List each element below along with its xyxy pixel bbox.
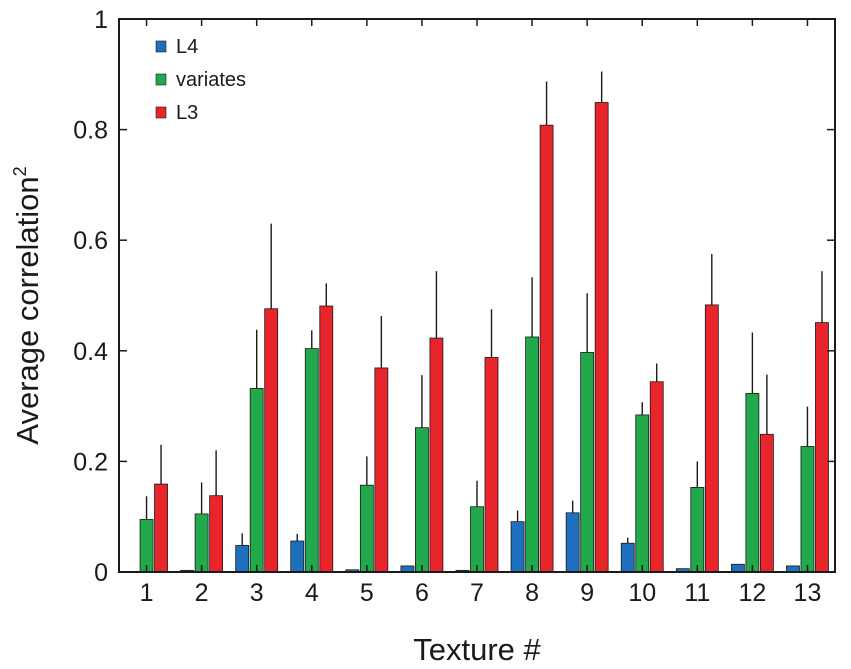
x-tick-label-6: 6 [415, 579, 429, 607]
bar-l3-12 [759, 433, 774, 573]
legend-label-l4: L4 [176, 36, 198, 58]
legend-swatch-variates [155, 73, 167, 86]
y-axis-title-main: Average correlation [10, 176, 45, 444]
bar-l3-1 [154, 483, 168, 573]
bar-variates-4 [304, 348, 319, 573]
legend: L4 variates L3 [155, 36, 246, 124]
x-tick-label-4: 4 [305, 579, 319, 607]
y-tick-label-0.8: 0.8 [73, 117, 108, 145]
bar-l4-9 [565, 512, 580, 573]
bar-l3-7 [484, 357, 499, 573]
bars-layer [125, 102, 829, 573]
bar-l4-4 [290, 540, 305, 573]
x-tick-label-13: 13 [794, 579, 822, 607]
y-tick-label-0.4: 0.4 [73, 338, 108, 366]
x-tick-label-11: 11 [684, 579, 710, 607]
bar-l3-10 [649, 381, 664, 573]
bar-l3-9 [594, 102, 609, 573]
bar-l3-5 [374, 367, 389, 573]
bar-l3-6 [429, 337, 444, 573]
y-axis-title: Average correlation2 [10, 166, 45, 444]
legend-label-variates: variates [176, 69, 246, 91]
ticks-layer [119, 18, 835, 573]
bar-variates-7 [470, 506, 484, 573]
bar-variates-3 [249, 387, 264, 573]
bar-l4-8 [510, 521, 525, 573]
bar-l4-10 [620, 542, 635, 573]
bar-l3-8 [539, 124, 554, 573]
bar-variates-5 [359, 484, 374, 573]
y-tick-label-0.6: 0.6 [73, 227, 108, 255]
x-axis-title: Texture # [413, 632, 541, 667]
x-tick-label-3: 3 [250, 579, 264, 607]
y-tick-label-0.2: 0.2 [73, 448, 108, 476]
bar-l3-13 [815, 322, 829, 573]
bar-variates-11 [690, 486, 705, 573]
x-tick-label-5: 5 [360, 579, 374, 607]
x-tick-label-10: 10 [628, 579, 656, 607]
bar-l4-3 [235, 545, 250, 573]
bar-variates-8 [525, 336, 539, 573]
x-tick-label-7: 7 [470, 579, 484, 607]
legend-label-l3: L3 [176, 102, 198, 124]
y-tick-label-0: 0 [94, 559, 108, 587]
bar-l3-4 [319, 305, 334, 573]
bar-l4-12 [730, 563, 745, 573]
error-bars-layer [145, 71, 823, 546]
bar-l3-3 [264, 308, 279, 573]
bar-variates-9 [580, 352, 595, 573]
x-tick-label-2: 2 [195, 579, 209, 607]
x-tick-label-12: 12 [738, 579, 766, 607]
bar-variates-6 [415, 427, 429, 573]
x-tick-label-8: 8 [525, 579, 539, 607]
bar-variates-12 [745, 392, 760, 573]
x-tick-label-9: 9 [580, 579, 594, 607]
bar-variates-1 [139, 519, 154, 573]
y-tick-label-1: 1 [94, 6, 108, 34]
bar-variates-2 [194, 513, 209, 573]
legend-swatch-l3 [155, 106, 167, 119]
bar-l3-11 [704, 304, 719, 573]
bar-l3-2 [209, 495, 224, 573]
legend-swatch-l4 [155, 40, 167, 53]
x-tick-label-1: 1 [140, 579, 154, 607]
y-axis-title-superscript: 2 [10, 166, 30, 176]
bar-variates-13 [800, 446, 815, 573]
bar-variates-10 [635, 414, 650, 573]
